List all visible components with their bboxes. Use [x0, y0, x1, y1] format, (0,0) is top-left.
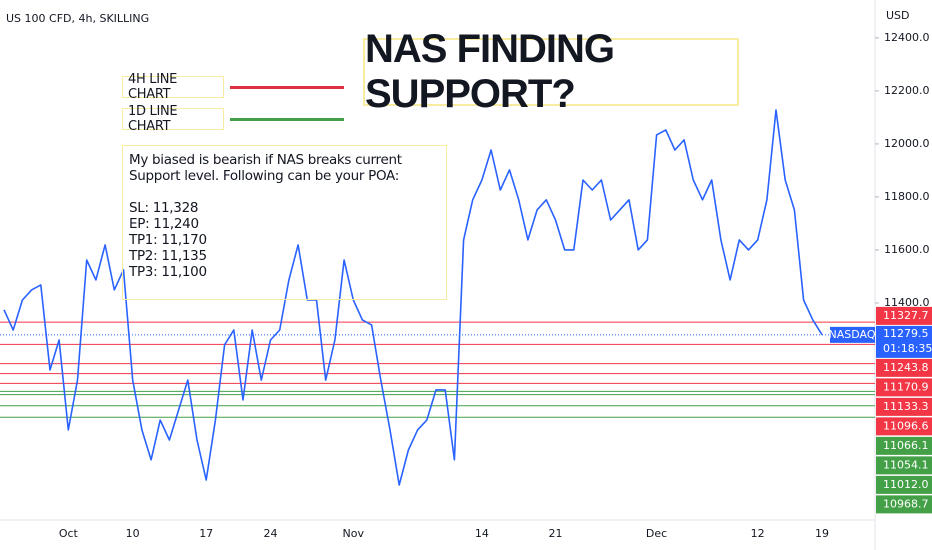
note-line: EP: 11,240 [129, 216, 199, 232]
level-label-bg [876, 397, 932, 416]
note-line: SL: 11,328 [129, 200, 199, 216]
y-tick-label: 12400.0 [884, 31, 930, 44]
x-tick-label: 19 [815, 527, 829, 540]
y-tick-label: 11600.0 [884, 243, 930, 256]
y-tick-label: 12200.0 [884, 84, 930, 97]
legend-line [230, 86, 344, 89]
level-label: 11243.8 [883, 361, 929, 374]
level-label-bg [876, 358, 932, 377]
level-label-bg [876, 436, 932, 455]
level-label: 11170.9 [883, 380, 929, 393]
x-tick-label: 12 [751, 527, 765, 540]
level-label-bg [876, 306, 932, 325]
legend-label: 4H LINE CHART [122, 72, 224, 102]
title-box: NAS FINDING SUPPORT? [363, 27, 739, 116]
level-label: 11054.1 [883, 458, 929, 471]
x-tick-label: Dec [646, 527, 667, 540]
level-label: 10968.7 [883, 497, 929, 510]
note-line: TP1: 11,170 [129, 232, 207, 248]
currency: USD [886, 9, 910, 22]
countdown: 01:18:35 [883, 342, 932, 355]
last-price-bg [876, 325, 932, 358]
note-line: TP3: 11,100 [129, 264, 207, 280]
symbol-tag-bg [830, 326, 875, 343]
note-line: TP2: 11,135 [129, 248, 207, 264]
level-label-bg [876, 456, 932, 475]
price-line [3, 109, 823, 486]
note-line: My biased is bearish if NAS breaks curre… [129, 152, 406, 184]
x-tick-label: 10 [126, 527, 140, 540]
level-label: 11133.3 [883, 400, 929, 413]
x-tick-label: 17 [199, 527, 213, 540]
note-line [129, 184, 440, 200]
x-tick-label: 14 [475, 527, 489, 540]
symbol-tag: NASDAQ [828, 328, 875, 341]
legend-label: 1D LINE CHART [122, 104, 224, 134]
note-box: My biased is bearish if NAS breaks curre… [122, 145, 447, 300]
symbol-header: US 100 CFD, 4h, SKILLING [6, 12, 150, 25]
level-label-bg [876, 378, 932, 397]
legend-line [230, 118, 344, 121]
last-price-label: 11279.5 [883, 327, 929, 340]
level-label-bg [876, 475, 932, 494]
x-tick-label: 21 [548, 527, 562, 540]
x-tick-label: 24 [264, 527, 278, 540]
y-tick-label: 11400.0 [884, 296, 930, 309]
x-tick-label: Nov [343, 527, 365, 540]
x-tick-label: Oct [59, 527, 79, 540]
level-label: 11327.7 [883, 309, 929, 322]
y-tick-label: 11800.0 [884, 190, 930, 203]
y-tick-label: 12000.0 [884, 137, 930, 150]
level-label: 11012.0 [883, 478, 929, 491]
level-label: 11096.6 [883, 419, 929, 432]
level-label: 11066.1 [883, 439, 929, 452]
level-label-bg [876, 495, 932, 514]
level-label-bg [876, 417, 932, 436]
